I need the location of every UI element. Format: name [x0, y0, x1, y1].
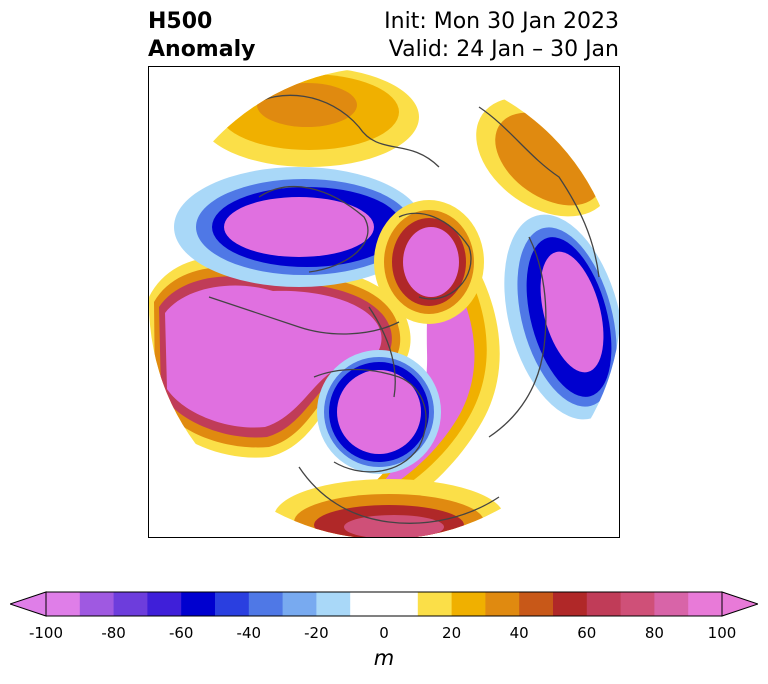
colorbar-segment: [586, 592, 622, 616]
init-date: Init: Mon 30 Jan 2023: [384, 9, 619, 34]
colorbar-tick-label: 80: [644, 624, 664, 642]
colorbar-segment: [316, 592, 351, 616]
colorbar-frame: [45, 591, 723, 617]
colorbar-tick-label: -20: [304, 624, 329, 642]
title-variable: H500: [148, 9, 213, 34]
coastlines: [208, 94, 600, 524]
colorbar-segment: [113, 592, 148, 616]
colorbar-segment: [654, 592, 689, 616]
colorbar-min-extension: [10, 591, 47, 617]
colorbar-tick-label: 60: [577, 624, 597, 642]
trough-east: [504, 214, 619, 420]
colorbar-tick-label: 0: [379, 624, 389, 642]
colorbar-tick-label: -40: [236, 624, 262, 642]
anomaly-map: [148, 66, 620, 538]
map-title: H500 Anomaly: [148, 8, 255, 64]
colorbar-segment: [553, 592, 588, 616]
colorbar-segment: [79, 592, 115, 616]
colorbar-segment: [485, 592, 520, 616]
colorbar-tick-label: -80: [101, 624, 126, 642]
colorbar-tick-label: 100: [707, 624, 737, 642]
colorbar-segment: [417, 592, 453, 616]
colorbar-max-extension: [721, 591, 758, 617]
colorbar-segment: [282, 592, 317, 616]
title-type: Anomaly: [148, 37, 256, 62]
ridge-west: [149, 257, 411, 458]
colorbar-tick-label: -60: [168, 624, 194, 642]
trough-center: [374, 200, 484, 324]
valid-range: Valid: 24 Jan – 30 Jan: [388, 37, 619, 62]
colorbar-segment: [519, 592, 554, 616]
trough-northwest: [174, 167, 424, 287]
colorbar-tick-label: -100: [28, 624, 64, 642]
colorbar-segment: [215, 592, 250, 616]
colorbar-segment: [181, 592, 216, 616]
colorbar-segment: [384, 592, 419, 616]
ridge-north: [199, 67, 419, 167]
colorbar-segment: [688, 592, 723, 616]
colorbar-segment: [451, 592, 486, 616]
colorbar-segment: [620, 592, 655, 616]
colorbar: [10, 591, 758, 617]
colorbar-tick-label: 40: [509, 624, 529, 642]
colorbar-segment: [46, 592, 81, 616]
colorbar-tick-label: 20: [442, 624, 462, 642]
colorbar-segment: [248, 592, 284, 616]
colorbar-segment: [350, 592, 385, 616]
map-dates: Init: Mon 30 Jan 2023 Valid: 24 Jan – 30…: [384, 8, 619, 64]
colorbar-unit: m: [373, 646, 395, 670]
colorbar-segment: [147, 592, 182, 616]
map-canvas: [149, 67, 619, 537]
trough-north-america: [317, 350, 441, 474]
